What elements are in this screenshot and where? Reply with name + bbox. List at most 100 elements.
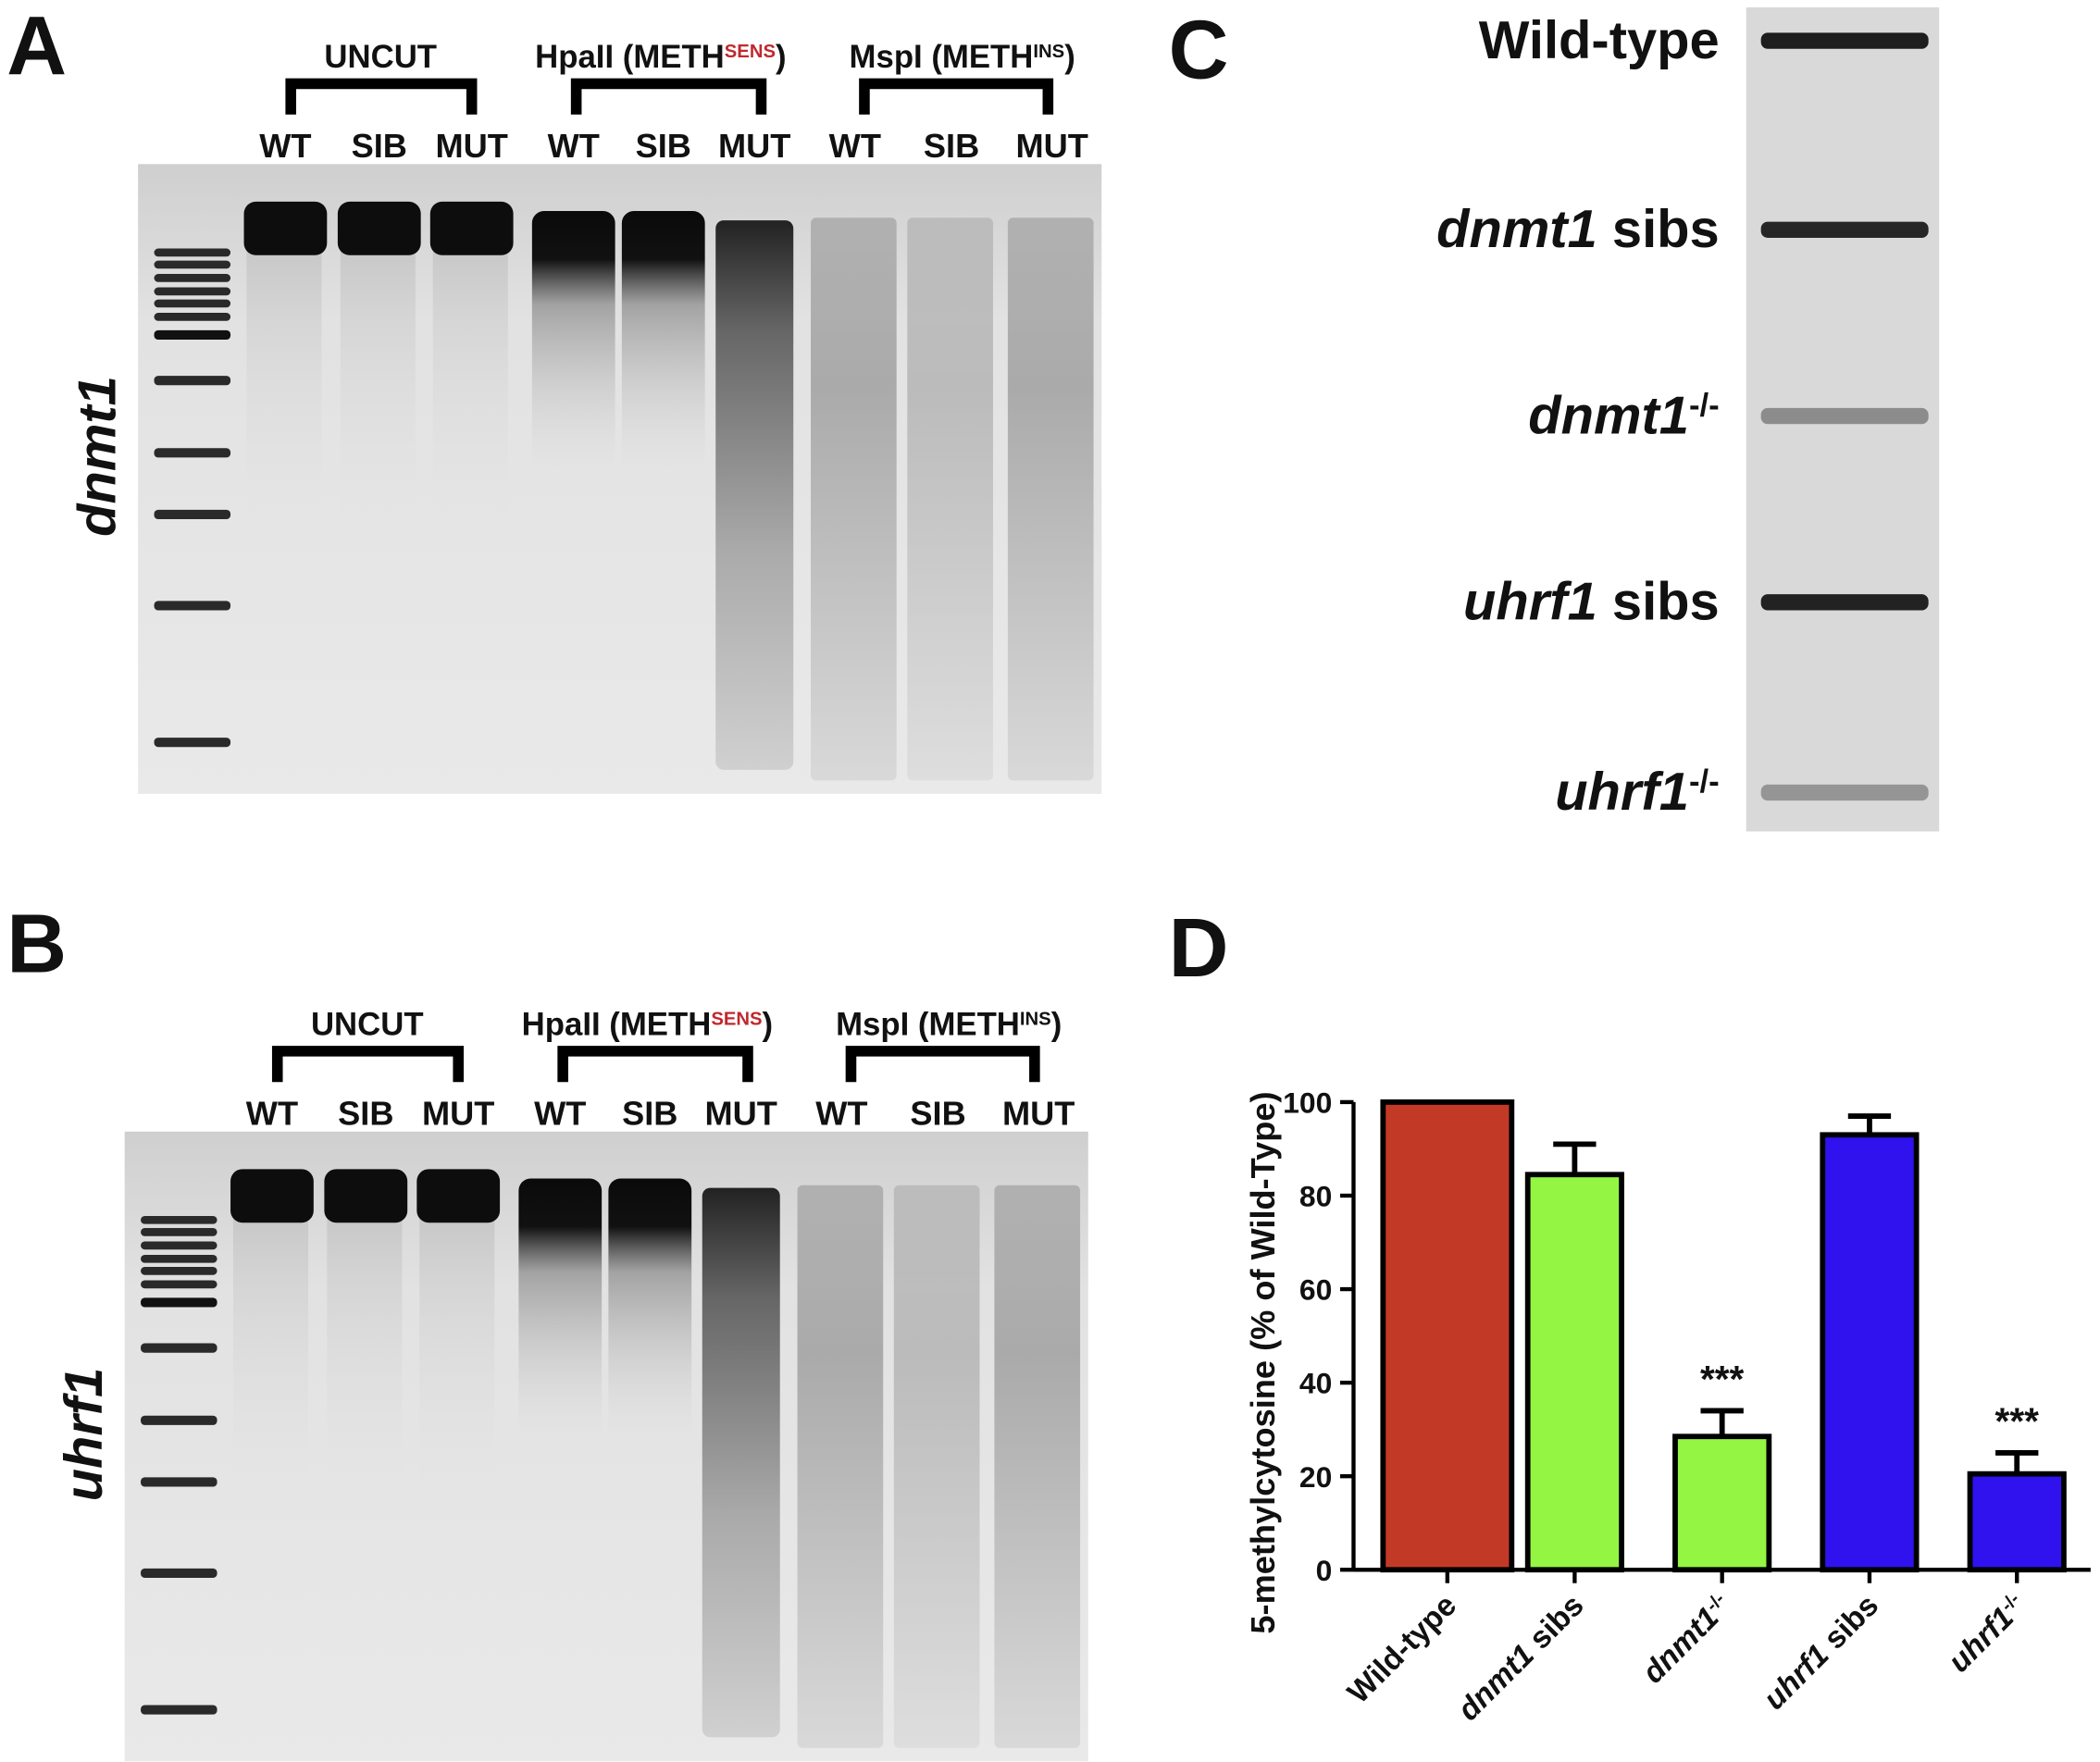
lane-label: MUT: [705, 1095, 777, 1133]
sample-label: uhrf1-/-: [1555, 763, 1720, 822]
sample-label: dnmt1 sibs: [1436, 200, 1720, 259]
significance: ***: [1700, 1358, 1745, 1400]
sample-label: uhrf1 sibs: [1463, 573, 1720, 632]
gene-label: dnmt1: [68, 376, 128, 537]
y-tick-label: 100: [1283, 1086, 1332, 1120]
bracket: [557, 1046, 753, 1083]
bar: [1967, 1470, 2067, 1573]
enzyme-label: MspI (METHINS): [850, 40, 1075, 75]
ladder-band: [141, 1280, 217, 1289]
band: [608, 1178, 692, 1447]
smear: [432, 244, 508, 540]
smear: [907, 217, 993, 781]
ladder-band: [141, 1215, 217, 1224]
sample-label: dnmt1-/-: [1528, 386, 1720, 445]
significance: ***: [1995, 1400, 2040, 1443]
lane-label: MUT: [435, 127, 507, 165]
lane-label: WT: [259, 127, 311, 165]
lane-label: WT: [246, 1095, 298, 1133]
band: [416, 1169, 501, 1223]
y-tick-label: 20: [1299, 1460, 1332, 1494]
lane-label: SIB: [910, 1095, 965, 1133]
band: [518, 1178, 603, 1447]
ladder-band: [141, 1241, 217, 1250]
band: [243, 201, 328, 255]
enzyme-name: UNCUT: [311, 1008, 424, 1043]
smear: [893, 1185, 980, 1748]
ladder-band: [141, 1343, 217, 1353]
ladder-band: [154, 509, 231, 520]
lane-label: SIB: [352, 127, 407, 165]
bracket: [285, 78, 478, 115]
panel-label: D: [1169, 902, 1229, 995]
error-bar: [1847, 1113, 1892, 1135]
enzyme-label: UNCUT: [311, 1008, 424, 1043]
smear: [419, 1211, 495, 1508]
x-tick-label: uhrf1-/-: [1942, 1588, 2032, 1679]
panel-label: B: [6, 898, 67, 990]
lane-label: MUT: [422, 1095, 494, 1133]
band: [531, 211, 615, 479]
lane-label: MUT: [1002, 1095, 1075, 1133]
bar: [1380, 1099, 1515, 1573]
enzyme-label: UNCUT: [324, 40, 437, 75]
band: [337, 201, 421, 255]
y-tick-label: 60: [1299, 1273, 1332, 1307]
x-tick-label: uhrf1 sibs: [1757, 1588, 1885, 1717]
band: [429, 201, 514, 255]
error-bar: [1553, 1141, 1597, 1175]
x-tick-label: dnmt1 sibs: [1451, 1588, 1590, 1727]
ladder-band: [154, 376, 231, 386]
lane-label: WT: [815, 1095, 867, 1133]
enzyme-superscript: INS: [1020, 1010, 1051, 1030]
x-tick-label: Wild-type: [1341, 1588, 1463, 1710]
enzyme-name: HpaII (METH: [522, 1008, 712, 1043]
band: [1760, 594, 1929, 611]
panel-label: A: [6, 0, 67, 93]
ladder-band: [141, 1415, 217, 1425]
gene-label: uhrf1: [55, 1368, 114, 1502]
smear: [797, 1185, 884, 1748]
enzyme-name: MspI (METH: [836, 1008, 1020, 1043]
lane-label: SIB: [924, 127, 979, 165]
band: [1760, 407, 1929, 425]
band: [1760, 784, 1929, 801]
ladder-band: [141, 1228, 217, 1236]
x-tick-label: dnmt1-/-: [1636, 1588, 1738, 1690]
smear: [702, 1187, 780, 1738]
lane-label: SIB: [636, 127, 691, 165]
lane-label: WT: [534, 1095, 586, 1133]
enzyme-closing: ): [776, 40, 787, 75]
ladder-band: [141, 1705, 217, 1715]
smear: [340, 244, 416, 540]
ladder-band: [154, 260, 231, 269]
enzyme-superscript: SENS: [711, 1010, 762, 1030]
enzyme-name: MspI (METH: [850, 40, 1034, 75]
bar: [1524, 1172, 1624, 1573]
enzyme-closing: ): [1051, 1008, 1062, 1043]
enzyme-superscript: INS: [1033, 42, 1064, 62]
panel-label: C: [1169, 5, 1229, 97]
bracket: [570, 78, 767, 115]
bracket: [271, 1046, 465, 1083]
enzyme-closing: ): [763, 1008, 774, 1043]
bracket: [859, 78, 1054, 115]
ladder-band: [154, 329, 231, 341]
enzyme-superscript: SENS: [725, 42, 776, 62]
ladder-band: [154, 601, 231, 611]
smear: [994, 1185, 1081, 1748]
ladder-band: [154, 248, 231, 257]
lane-label: SIB: [622, 1095, 677, 1133]
ladder-band: [154, 313, 231, 321]
lane-label: MUT: [1015, 127, 1087, 165]
band: [1760, 221, 1929, 238]
ladder-band: [154, 287, 231, 296]
sample-label: Wild-type: [1479, 11, 1720, 70]
ladder-band: [141, 1477, 217, 1487]
smear: [246, 244, 322, 540]
y-tick-label: 0: [1316, 1554, 1333, 1587]
band: [324, 1169, 408, 1223]
lane-label: WT: [829, 127, 881, 165]
y-tick-label: 40: [1299, 1367, 1332, 1400]
